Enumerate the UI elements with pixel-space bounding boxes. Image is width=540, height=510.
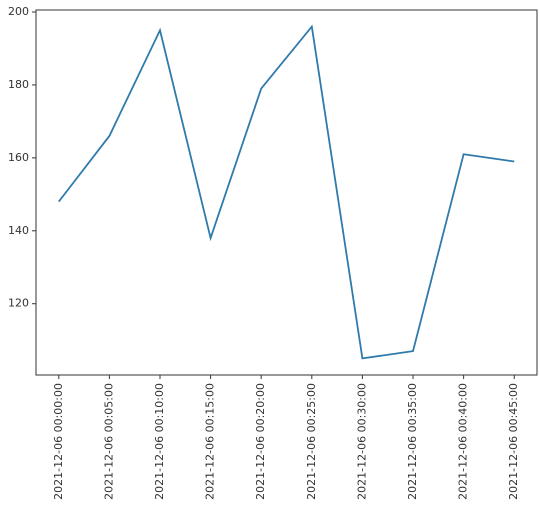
y-tick-label: 140	[8, 224, 29, 237]
x-tick-label: 2021-12-06 00:15:00	[204, 383, 217, 500]
x-tick-label: 2021-12-06 00:30:00	[355, 383, 368, 500]
line	[58, 24, 515, 360]
x-tick-label: 2021-12-06 00:10:00	[153, 383, 166, 500]
x-tick-label: 2021-12-06 00:20:00	[254, 383, 267, 500]
x-tick-label: 2021-12-06 00:45:00	[507, 383, 520, 500]
plot-frame	[35, 9, 538, 376]
x-tick-label: 2021-12-06 00:40:00	[457, 383, 470, 500]
x-tick-label: 2021-12-06 00:00:00	[52, 383, 65, 500]
y-tick-label: 120	[8, 297, 29, 310]
y-tick-label: 180	[8, 78, 29, 91]
x-tick-label: 2021-12-06 00:25:00	[305, 383, 318, 500]
x-tick-label: 2021-12-06 00:05:00	[102, 383, 115, 500]
y-tick-label: 200	[8, 5, 29, 18]
y-tick-label: 160	[8, 151, 29, 164]
x-tick-label: 2021-12-06 00:35:00	[406, 383, 419, 500]
